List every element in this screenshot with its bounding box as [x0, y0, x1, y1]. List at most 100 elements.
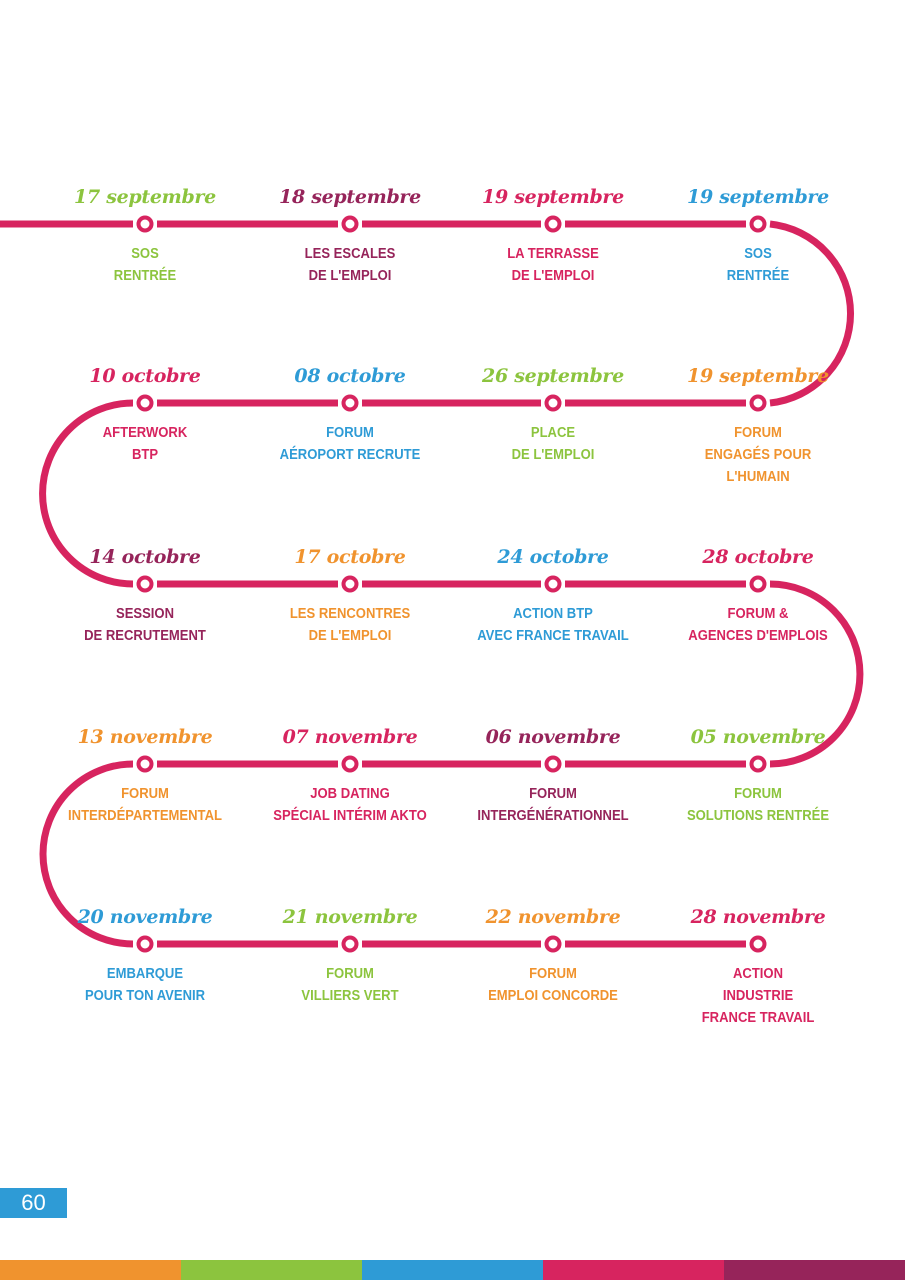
- event-label: FORUM SOLUTIONS RENTRÉE: [664, 783, 853, 827]
- event-date: 17 octobre: [294, 546, 406, 568]
- timeline-marker: [544, 755, 562, 773]
- timeline-curve: [769, 220, 855, 407]
- event-date: 06 novembre: [485, 726, 621, 748]
- event-label-line: JOB DATING: [310, 786, 390, 802]
- event-label-line: EMBARQUE: [106, 966, 184, 982]
- event-label: SESSION DE RECRUTEMENT: [51, 603, 240, 647]
- event-date: 10 octobre: [89, 365, 201, 387]
- event-date: 08 octobre: [294, 365, 406, 387]
- event-label: FORUM & AGENCES D'EMPLOIS: [664, 603, 853, 647]
- event-label: LES RENCONTRES DE L'EMPLOI: [256, 603, 445, 647]
- event-date: 18 septembre: [279, 186, 421, 208]
- event-label: LES ESCALES DE L'EMPLOI: [256, 243, 445, 287]
- event-label: SOS RENTRÉE: [664, 243, 853, 287]
- footer-color-segment: [362, 1260, 543, 1280]
- event-label-line: DE L'EMPLOI: [511, 447, 595, 463]
- event-label-line: SPÉCIAL INTÉRIM AKTO: [273, 808, 427, 824]
- event-label-line: ENGAGÉS POUR: [704, 447, 812, 463]
- timeline-marker: [136, 935, 154, 953]
- event-label-line: INTERDÉPARTEMENTAL: [68, 808, 222, 824]
- footer-color-segment: [543, 1260, 724, 1280]
- timeline-marker: [136, 394, 154, 412]
- event-label-line: FORUM: [326, 425, 374, 441]
- event-label-line: SOLUTIONS RENTRÉE: [686, 808, 830, 824]
- event-label: AFTERWORK BTP: [51, 422, 240, 466]
- event-date: 19 septembre: [687, 365, 829, 387]
- event-label-line: AGENCES D'EMPLOIS: [688, 628, 828, 644]
- event-date: 13 novembre: [77, 726, 213, 748]
- event-date: 19 septembre: [482, 186, 624, 208]
- event-label-line: SESSION: [115, 606, 175, 622]
- timeline-marker: [749, 575, 767, 593]
- event-label-line: FORUM: [734, 425, 782, 441]
- timeline-marker: [341, 215, 359, 233]
- event-label-line: SOS: [744, 246, 772, 262]
- event-date: 19 septembre: [687, 186, 829, 208]
- timeline-marker: [749, 394, 767, 412]
- event-label-line: FORUM: [529, 786, 577, 802]
- event-label-line: DE L'EMPLOI: [511, 268, 595, 284]
- footer-color-segment: [181, 1260, 362, 1280]
- event-label-line: BTP: [131, 447, 159, 463]
- event-label-line: RENTRÉE: [726, 268, 790, 284]
- event-label-line: DE L'EMPLOI: [308, 628, 392, 644]
- event-label: FORUM INTERDÉPARTEMENTAL: [51, 783, 240, 827]
- timeline-marker: [136, 755, 154, 773]
- timeline-marker: [544, 575, 562, 593]
- event-label: FORUM VILLIERS VERT: [256, 963, 445, 1007]
- event-label: JOB DATING SPÉCIAL INTÉRIM AKTO: [256, 783, 445, 827]
- event-label-line: FORUM: [121, 786, 169, 802]
- footer-color-segment: [0, 1260, 181, 1280]
- timeline-marker: [341, 575, 359, 593]
- timeline-marker: [749, 935, 767, 953]
- event-date: 07 novembre: [282, 726, 418, 748]
- page-number: 60: [0, 1188, 67, 1218]
- event-label-line: DE L'EMPLOI: [308, 268, 392, 284]
- event-label-line: FORUM: [326, 966, 374, 982]
- timeline-curve: [39, 399, 134, 588]
- event-label-line: EMPLOI CONCORDE: [488, 988, 618, 1004]
- event-label-line: LES RENCONTRES: [289, 606, 411, 622]
- event-label: FORUM ENGAGÉS POUR L'HUMAIN: [664, 422, 853, 488]
- event-label-line: ACTION: [732, 966, 784, 982]
- timeline-marker: [341, 935, 359, 953]
- event-date: 28 octobre: [702, 546, 814, 568]
- event-label-line: FORUM &: [727, 606, 789, 622]
- event-label: ACTION INDUSTRIE FRANCE TRAVAIL: [664, 963, 853, 1029]
- event-label-line: ACTION BTP: [513, 606, 593, 622]
- timeline-marker: [136, 215, 154, 233]
- event-date: 20 novembre: [77, 906, 213, 928]
- event-label-line: INTERGÉNÉRATIONNEL: [477, 808, 629, 824]
- event-label-line: LA TERRASSE: [507, 246, 599, 262]
- event-label-line: INDUSTRIE: [722, 988, 794, 1004]
- event-label-line: RENTRÉE: [113, 268, 177, 284]
- event-label: FORUM EMPLOI CONCORDE: [459, 963, 648, 1007]
- event-label: SOS RENTRÉE: [51, 243, 240, 287]
- event-label-line: AVEC FRANCE TRAVAIL: [477, 628, 629, 644]
- event-label-line: FORUM: [529, 966, 577, 982]
- timeline-curve: [769, 580, 864, 768]
- event-date: 05 novembre: [690, 726, 826, 748]
- timeline-marker: [544, 394, 562, 412]
- timeline-marker: [544, 935, 562, 953]
- event-date: 28 novembre: [690, 906, 826, 928]
- event-label: ACTION BTP AVEC FRANCE TRAVAIL: [459, 603, 648, 647]
- event-label-line: L'HUMAIN: [726, 469, 790, 485]
- event-label: FORUM INTERGÉNÉRATIONNEL: [459, 783, 648, 827]
- event-label-line: AFTERWORK: [102, 425, 188, 441]
- event-label-line: FRANCE TRAVAIL: [701, 1010, 815, 1026]
- event-label: PLACE DE L'EMPLOI: [459, 422, 648, 466]
- event-label: LA TERRASSE DE L'EMPLOI: [459, 243, 648, 287]
- timeline-marker: [749, 755, 767, 773]
- timeline-marker: [341, 755, 359, 773]
- event-date: 21 novembre: [282, 906, 418, 928]
- event-label-line: POUR TON AVENIR: [84, 988, 206, 1004]
- timeline-marker: [341, 394, 359, 412]
- event-date: 17 septembre: [74, 186, 216, 208]
- event-date: 14 octobre: [89, 546, 201, 568]
- event-label-line: FORUM: [734, 786, 782, 802]
- event-label: FORUM AÉROPORT RECRUTE: [256, 422, 445, 466]
- event-date: 24 octobre: [497, 546, 609, 568]
- event-date: 26 septembre: [482, 365, 624, 387]
- event-label-line: PLACE: [530, 425, 576, 441]
